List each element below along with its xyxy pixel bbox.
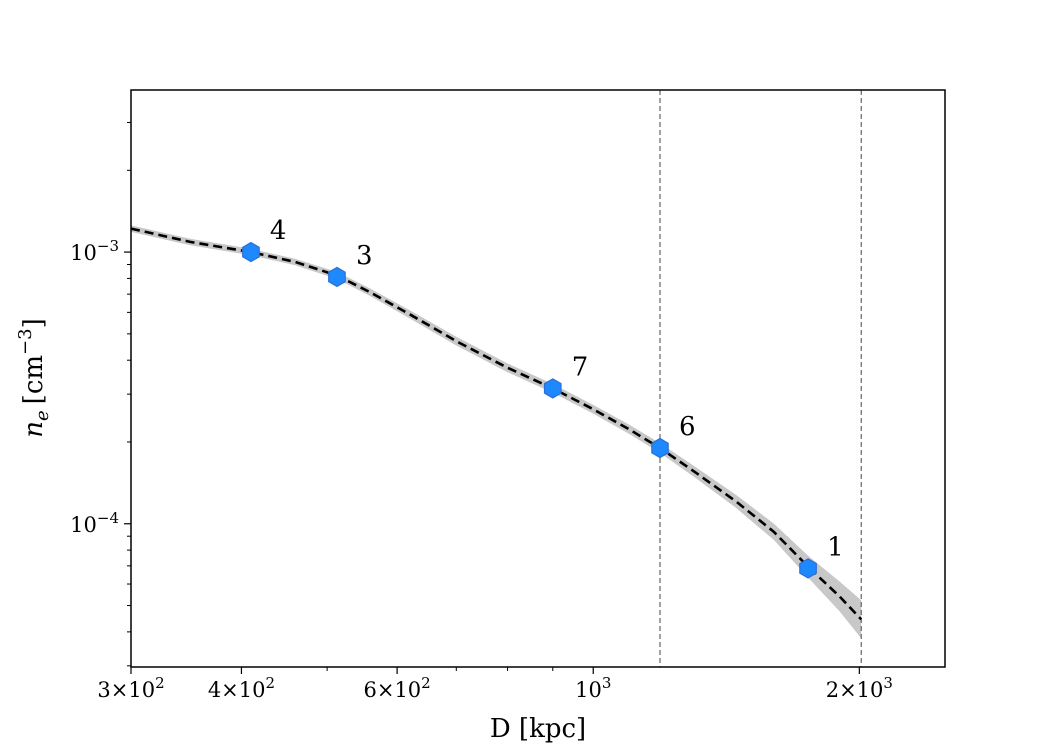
vertical-reference-lines xyxy=(659,90,862,667)
fit-curve-line xyxy=(130,227,863,621)
x-tick-label-base: 10 xyxy=(575,678,602,702)
x-tick-label-mantissa: 2× xyxy=(826,678,857,702)
y-tick-label: 10−4 xyxy=(70,509,119,537)
y-tick-label-base: 10 xyxy=(70,241,97,265)
x-tick-label: 2×103 xyxy=(826,674,893,702)
x-tick-label: 3×102 xyxy=(97,674,164,702)
y-axis-label-symbol: n xyxy=(19,421,49,438)
y-axis-label-subscript: e xyxy=(32,410,53,421)
data-point-6 xyxy=(651,437,669,459)
x-tick-label-mantissa: 4× xyxy=(208,678,239,702)
x-tick-label-base: 10 xyxy=(857,678,884,702)
x-tick-label-exponent: 3 xyxy=(602,674,612,692)
uncertainty-band xyxy=(131,225,862,639)
y-tick-label-base: 10 xyxy=(70,513,97,537)
x-tick-label: 4×102 xyxy=(208,674,275,702)
y-axis-label-unit-exponent: −3 xyxy=(15,328,36,355)
x-tick-label: 103 xyxy=(575,674,611,702)
x-tick-label-exponent: 3 xyxy=(883,674,893,692)
data-point-3 xyxy=(328,266,346,288)
data-point-7 xyxy=(543,378,562,399)
y-axis-label-unit-close: ] xyxy=(19,318,49,328)
y-axis-label-unit: [cm xyxy=(19,355,49,404)
uncertainty-band-layer xyxy=(131,225,862,639)
x-tick-label-mantissa: 3× xyxy=(97,678,128,702)
x-tick-label-exponent: 2 xyxy=(266,674,276,692)
x-tick-label: 6×102 xyxy=(363,674,430,702)
x-tick-label-base: 10 xyxy=(239,678,266,702)
data-point-4 xyxy=(242,241,260,263)
plot-frame xyxy=(130,89,946,668)
fit-curve-layer xyxy=(130,227,863,621)
data-point-label-6: 6 xyxy=(679,412,696,442)
axis-ticks xyxy=(124,121,860,674)
x-tick-label-base: 10 xyxy=(128,678,155,702)
x-tick-label-base: 10 xyxy=(394,678,421,702)
y-axis-label: ne [cm−3] xyxy=(15,318,53,437)
x-tick-label-exponent: 2 xyxy=(421,674,431,692)
data-point-label-3: 3 xyxy=(356,241,373,271)
point-labels-layer: 4 3 7 6 1 xyxy=(270,216,844,562)
y-tick-label-exponent: −4 xyxy=(97,509,119,527)
data-point-label-4: 4 xyxy=(270,216,287,246)
data-point-label-7: 7 xyxy=(572,352,589,382)
x-tick-label-exponent: 2 xyxy=(155,674,165,692)
data-points-layer xyxy=(242,241,817,579)
y-tick-label: 10−3 xyxy=(70,237,119,265)
x-tick-label-mantissa: 6× xyxy=(363,678,394,702)
x-axis-label: D [kpc] xyxy=(490,714,586,744)
data-point-label-1: 1 xyxy=(827,532,844,562)
data-point-1 xyxy=(799,558,817,579)
y-tick-label-exponent: −3 xyxy=(97,237,119,255)
